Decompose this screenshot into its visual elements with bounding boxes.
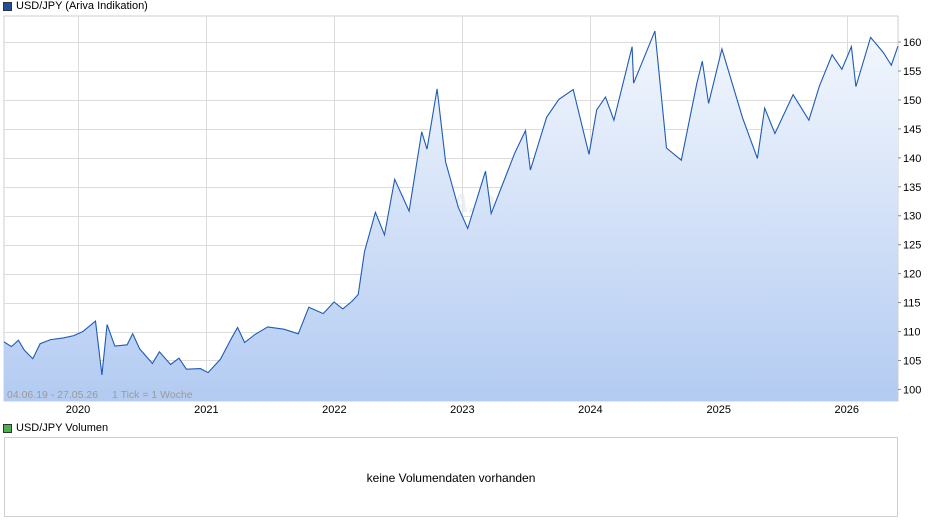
- y-tick-label: 155: [903, 66, 921, 78]
- x-tick-label: 2026: [835, 404, 859, 416]
- price-chart: ARIVA.DE 1001051101151201251301351401451…: [3, 15, 921, 416]
- x-tick-label: 2021: [194, 404, 218, 416]
- price-legend-swatch: [3, 1, 12, 11]
- price-legend-label: USD/JPY (Ariva Indikation): [16, 0, 148, 12]
- y-tick-label: 105: [903, 355, 921, 367]
- y-tick-label: 125: [903, 240, 921, 252]
- y-tick-label: 140: [903, 153, 921, 165]
- x-tick-label: 2025: [707, 404, 731, 416]
- x-tick-label: 2022: [322, 404, 346, 416]
- no-volume-message: keine Volumendaten vorhanden: [366, 471, 536, 485]
- price-area: [4, 31, 898, 401]
- volume-legend-label: USD/JPY Volumen: [16, 422, 109, 434]
- y-tick-label: 150: [903, 95, 921, 107]
- y-tick-label: 160: [903, 37, 921, 49]
- x-tick-label: 2023: [450, 404, 474, 416]
- y-tick-label: 145: [903, 124, 921, 136]
- x-tick-label: 2020: [66, 404, 90, 416]
- y-tick-label: 130: [903, 211, 921, 223]
- y-tick-label: 110: [903, 327, 921, 339]
- y-tick-label: 135: [903, 182, 921, 194]
- y-tick-label: 100: [903, 384, 921, 396]
- price-legend: USD/JPY (Ariva Indikation): [3, 0, 148, 12]
- volume-panel: keine Volumendaten vorhanden: [4, 437, 898, 517]
- x-tick-label: 2024: [578, 404, 602, 416]
- x-axis: 2020 2021 2022 2023 2024 2025 2026: [66, 404, 859, 416]
- tick-info: 1 Tick = 1 Woche: [112, 389, 193, 401]
- volume-legend: USD/JPY Volumen: [3, 422, 108, 434]
- date-range-info: 04.06.19 - 27.05.26: [7, 389, 98, 401]
- y-tick-label: 120: [903, 269, 921, 281]
- y-axis: 100 105 110 115 120 125 130 135 140 145 150 155 160: [898, 37, 921, 396]
- y-tick-label: 115: [903, 298, 921, 310]
- price-line: [3, 30, 899, 375]
- volume-legend-swatch: [3, 423, 12, 433]
